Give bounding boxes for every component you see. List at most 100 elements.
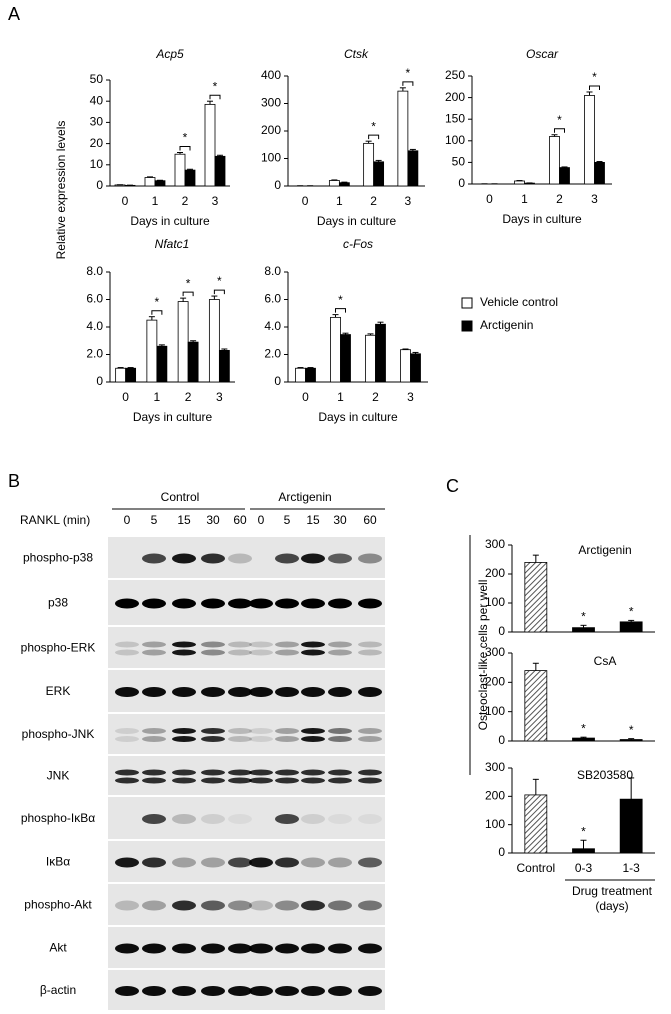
condition-label: Control <box>161 490 200 504</box>
x-tick-label: 3 <box>405 194 412 208</box>
band <box>142 900 166 911</box>
band <box>172 736 196 742</box>
band <box>142 598 166 609</box>
y-tick-label: 50 <box>452 155 466 169</box>
bar <box>338 182 350 187</box>
band <box>358 857 382 868</box>
band <box>142 943 166 954</box>
significance-bracket <box>182 291 194 297</box>
y-tick-label: 50 <box>90 72 104 86</box>
x-tick-label: 2 <box>182 194 189 208</box>
band <box>328 777 352 784</box>
band <box>358 943 382 954</box>
band <box>228 857 252 868</box>
bar <box>295 367 306 383</box>
band <box>358 769 382 776</box>
bar <box>373 161 385 187</box>
band <box>358 986 382 996</box>
bar <box>156 345 168 383</box>
significance-mark: * <box>155 295 160 309</box>
band <box>358 814 382 824</box>
x-axis-label: Days in culture <box>317 214 397 228</box>
band <box>115 598 139 609</box>
significance-mark: * <box>213 79 218 93</box>
band <box>228 777 252 784</box>
significance-bracket <box>151 310 163 315</box>
band <box>228 598 252 609</box>
y-tick-label: 300 <box>485 760 505 774</box>
x-axis-label: Days in culture <box>318 410 398 424</box>
band <box>328 598 352 609</box>
bar <box>572 737 595 742</box>
y-tick-label: 250 <box>445 68 465 82</box>
significance-mark: * <box>581 824 586 838</box>
time-label: 60 <box>363 513 377 527</box>
time-label: 5 <box>151 513 158 527</box>
band <box>201 553 225 564</box>
band <box>142 986 166 996</box>
bar <box>524 670 548 742</box>
x-tick-label: 0 <box>302 390 309 404</box>
band <box>142 687 166 697</box>
band <box>275 687 299 697</box>
band <box>201 986 225 996</box>
band <box>249 736 273 742</box>
y-tick-label: 0 <box>458 176 465 190</box>
bar <box>524 562 548 633</box>
band <box>201 777 225 784</box>
bar <box>174 153 186 187</box>
chart-title: Acp5 <box>155 47 184 61</box>
band <box>201 649 225 656</box>
y-tick-label: 40 <box>90 93 104 107</box>
band <box>142 641 166 648</box>
band <box>115 641 139 648</box>
band <box>275 986 299 996</box>
y-tick-label: 100 <box>261 151 281 165</box>
band <box>301 553 325 564</box>
row-label: phospho-p38 <box>23 551 93 565</box>
band <box>275 728 299 734</box>
bar <box>572 848 595 854</box>
y-tick-label: 100 <box>485 704 505 718</box>
bar <box>559 167 570 185</box>
band <box>172 857 196 868</box>
time-label: 15 <box>177 513 191 527</box>
band <box>301 687 325 697</box>
chart-title: SB203580 <box>577 768 633 782</box>
band <box>358 553 382 564</box>
band <box>201 857 225 868</box>
y-tick-label: 6.0 <box>264 292 281 306</box>
x-tick-label: 1 <box>337 390 344 404</box>
bar <box>154 180 166 187</box>
band <box>328 728 352 734</box>
x-tick-label: 3 <box>212 194 219 208</box>
y-tick-label: 300 <box>485 645 505 659</box>
bar <box>214 155 226 187</box>
band <box>228 553 252 564</box>
bar <box>305 367 316 383</box>
bar <box>397 90 409 187</box>
chart-title: Arctigenin <box>578 543 631 557</box>
band <box>172 598 196 609</box>
bar <box>400 349 411 383</box>
band <box>275 641 299 648</box>
chart-title: Nfatc1 <box>155 237 190 251</box>
x-tick-label: 2 <box>556 192 563 206</box>
y-tick-label: 4.0 <box>86 319 103 333</box>
bar <box>204 103 216 187</box>
y-tick-label: 0 <box>96 374 103 388</box>
band <box>328 736 352 742</box>
band <box>115 728 139 734</box>
band <box>358 687 382 697</box>
band <box>115 769 139 776</box>
band <box>249 687 273 697</box>
time-label: 0 <box>258 513 265 527</box>
band <box>249 986 273 996</box>
band <box>228 814 252 824</box>
bar <box>375 323 386 383</box>
legend-label: Arctigenin <box>480 318 533 332</box>
x-tick-label: 2 <box>185 390 192 404</box>
bar <box>584 95 595 185</box>
y-tick-label: 200 <box>445 90 465 104</box>
